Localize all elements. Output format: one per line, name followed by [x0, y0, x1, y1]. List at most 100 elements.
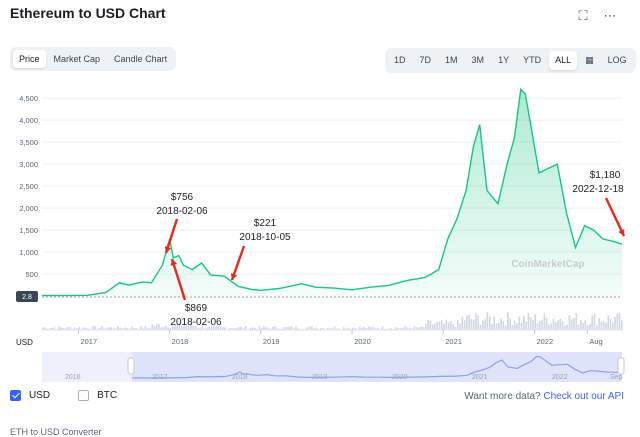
volume-bar: [64, 328, 67, 330]
volume-bar: [370, 326, 372, 330]
volume-bar: [228, 328, 231, 330]
volume-bar: [281, 328, 283, 330]
volume-bar: [162, 326, 165, 330]
volume-bar: [415, 327, 418, 330]
volume-bar: [317, 328, 320, 330]
api-prefix: Want more data?: [464, 391, 541, 402]
volume-bar: [121, 328, 124, 330]
y-tick-label: 1,000: [19, 248, 38, 257]
volume-bar: [536, 323, 539, 330]
annotation-221-price: $221: [254, 218, 277, 229]
volume-bar: [194, 325, 197, 330]
volume-bar: [124, 327, 126, 330]
volume-bar: [379, 328, 382, 330]
api-link[interactable]: Check out our API: [543, 391, 624, 402]
calendar-icon[interactable]: ▦: [585, 55, 594, 65]
x-tick-label: 2018: [172, 337, 189, 346]
price-area: [42, 89, 622, 297]
volume-bar: [495, 323, 498, 330]
range-1d[interactable]: 1D: [394, 55, 406, 65]
y-tick-label: 2,500: [19, 182, 38, 191]
volume-bar: [242, 328, 245, 330]
volume-bar: [165, 325, 167, 330]
volume-bar: [445, 319, 448, 330]
range-1y[interactable]: 1Y: [498, 55, 510, 65]
volume-bar: [381, 326, 384, 330]
volume-bar: [153, 325, 156, 330]
volume-bar: [69, 327, 71, 330]
navigator-handle-left: [127, 357, 135, 375]
volume-bar: [502, 321, 505, 330]
volume-bar: [466, 315, 468, 330]
volume-bar: [71, 328, 74, 330]
volume-bar: [349, 328, 352, 330]
volume-bar: [299, 328, 302, 330]
volume-bar: [413, 326, 416, 330]
volume-bar: [208, 326, 211, 330]
volume-bar: [178, 322, 181, 330]
tab-price[interactable]: Price: [13, 50, 46, 68]
more-icon[interactable]: ⋯: [603, 8, 617, 23]
volume-bar: [42, 327, 44, 330]
range-ytd[interactable]: YTD: [523, 55, 542, 65]
volume-bar: [363, 326, 366, 330]
volume-bar: [60, 327, 62, 330]
volume-bar: [160, 327, 163, 330]
volume-bar: [206, 328, 208, 330]
volume-bar: [76, 328, 78, 330]
volume-bar: [418, 327, 420, 330]
volume-bar: [605, 322, 607, 330]
volume-bar: [564, 325, 566, 330]
volume-bar: [199, 328, 201, 330]
btc-checkbox[interactable]: [78, 390, 90, 401]
volume-bar: [197, 328, 199, 330]
fullscreen-icon[interactable]: ⛶: [578, 8, 588, 23]
volume-bar: [554, 322, 557, 330]
chart-type-tabs: Price Market Cap Candle Chart: [10, 47, 177, 71]
range-1m[interactable]: 1M: [445, 55, 458, 65]
volume-bar: [333, 326, 336, 330]
log-toggle[interactable]: LOG: [607, 55, 627, 65]
range-selector: 1D 7D 1M 3M 1Y YTD ALL ▦ LOG: [385, 48, 636, 73]
volume-bar: [447, 322, 450, 330]
volume-bar: [144, 326, 147, 330]
volume-bar: [308, 326, 311, 330]
volume-bar: [251, 327, 254, 330]
price-chart[interactable]: 500 1,000 1,500 2,000 2,500 3,000 3,500 4,000 4,…: [0, 0, 640, 390]
range-3m[interactable]: 3M: [471, 55, 485, 65]
volume-bar: [51, 327, 53, 330]
volume-bar: [238, 327, 240, 330]
volume-bar: [146, 327, 149, 330]
annotation-1180-arrow-head: [618, 229, 625, 236]
volume-bar: [219, 326, 222, 330]
volume-bar: [386, 328, 388, 330]
volume-bar: [534, 314, 537, 330]
annotation-756-date: 2018-02-06: [156, 206, 208, 217]
tab-candle-chart[interactable]: Candle Chart: [114, 54, 168, 64]
volume-bar: [110, 327, 112, 330]
volume-bar: [552, 319, 555, 330]
navigator-tick-label: 2019: [312, 374, 328, 381]
volume-bar: [87, 328, 90, 330]
volume-bar: [322, 327, 325, 330]
volume-bar: [137, 328, 140, 330]
volume-bar: [518, 316, 521, 330]
volume-bar: [361, 327, 363, 330]
navigator-tick-label: 2021: [472, 374, 488, 381]
volume-bar: [96, 328, 99, 330]
volume-bar: [215, 326, 217, 330]
volume-bar: [185, 325, 188, 330]
range-7d[interactable]: 7D: [419, 55, 432, 65]
annotation-756-price: $756: [171, 192, 194, 203]
tab-market-cap[interactable]: Market Cap: [53, 54, 101, 64]
usd-checkbox[interactable]: [10, 390, 21, 401]
volume-bar: [354, 327, 356, 330]
volume-bar: [450, 320, 452, 330]
y-tick-label: 2,000: [19, 204, 38, 213]
annotation-869-price: $869: [185, 303, 208, 314]
navigator-tick-label: 2017: [152, 374, 168, 381]
volume-bar: [105, 327, 108, 330]
range-all[interactable]: ALL: [549, 51, 578, 70]
volume-bar: [201, 326, 204, 330]
volume-bar: [83, 327, 85, 330]
